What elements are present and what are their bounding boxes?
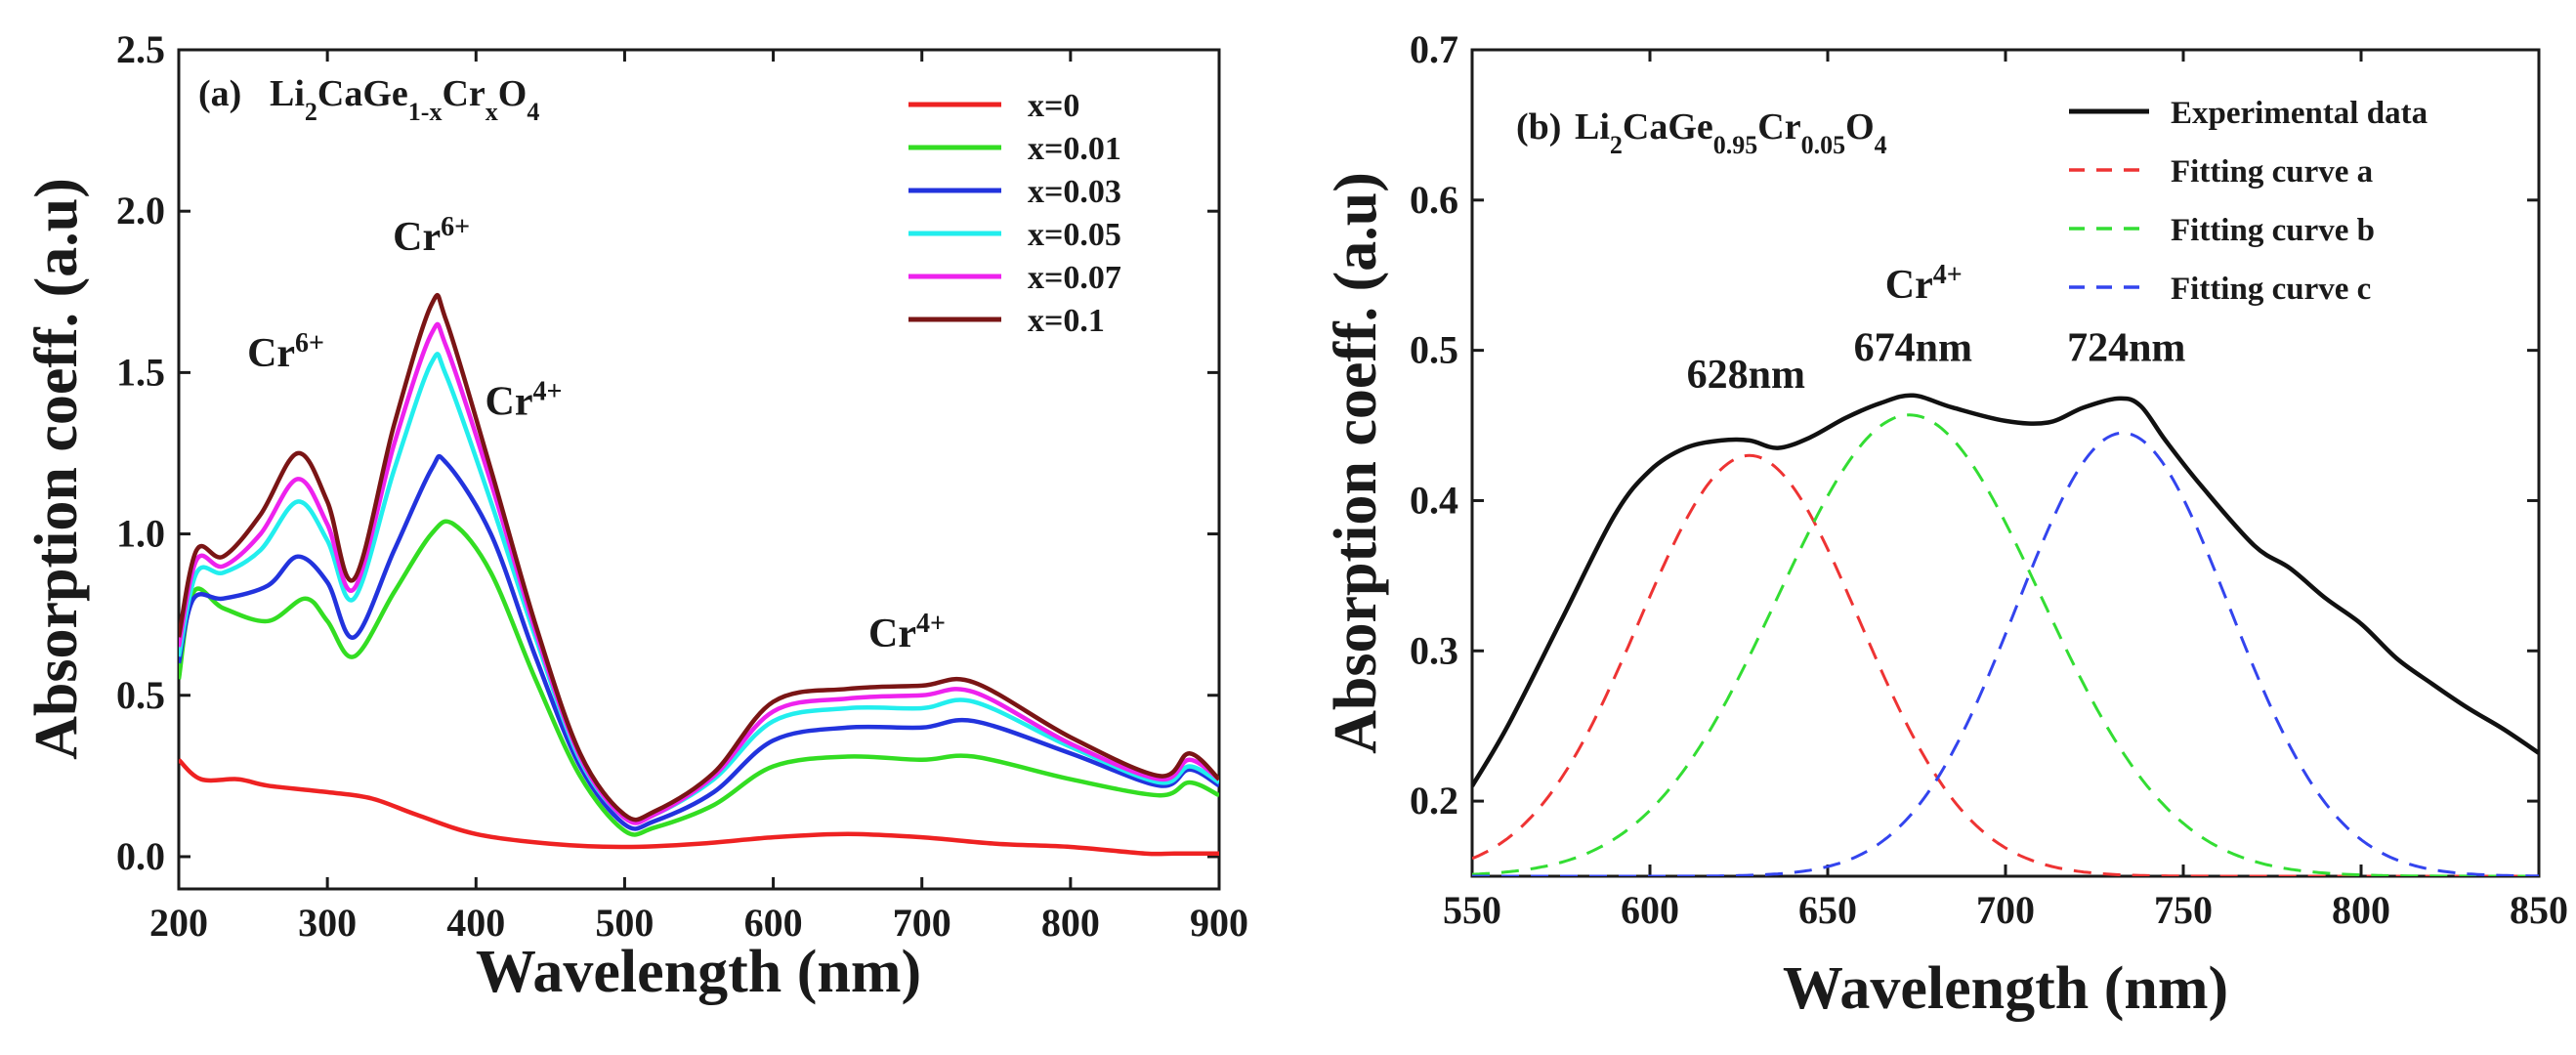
legend-entry-label: Fitting curve c (2171, 272, 2371, 307)
series-line-fitting-curve-c (1472, 431, 2539, 876)
legend-b: Experimental data Fitting curve a Fitting … (2069, 96, 2428, 307)
chart-panel-b: 550 600 650 700 750 800 8500.20.30.40.50.60.7 … (1323, 27, 2568, 1022)
chart-panel-a: 200 300 400 500 600 700 800 900 0.0 0.5 1.0 1.5 2.0 2… (23, 27, 1248, 1005)
axis-ticks-b: 550 600 650 700 750 800 850 0.2 0.3 0.4 0.5 0.6 0.7 (1410, 27, 2568, 932)
y-tick-label: 0.3 (1410, 628, 1458, 672)
series-line-x-0-03 (179, 453, 1219, 831)
legend-entry-label: x=0.1 (1028, 303, 1105, 339)
x-tick-label: 400 (446, 901, 505, 945)
y-tick-label: 0.0 (116, 834, 165, 878)
x-axis-label-b: Wavelength (nm) (1783, 955, 2228, 1022)
legend-entry-label: x=0.03 (1028, 174, 1121, 210)
y-axis-label-a: Absorption coeff. (a.u) (23, 178, 90, 760)
annotations-a: Cr6+ Cr6+ Cr4+ Cr4+ (247, 211, 946, 656)
annotations-b: 628nm 674nm 724nm Cr4+ (1687, 259, 2186, 398)
x-tick-label: 300 (298, 901, 357, 945)
legend-entry-label: x=0.07 (1028, 260, 1121, 296)
annotation-label: 724nm (2067, 325, 2185, 370)
y-tick-label: 0.2 (1410, 779, 1458, 823)
legend-entry-label: Experimental data (2171, 96, 2428, 131)
annotation-label: Cr6+ (247, 327, 324, 376)
x-tick-label: 650 (1798, 888, 1857, 932)
x-tick-label: 600 (744, 901, 803, 945)
series-line-fitting-curve-a (1472, 453, 2539, 876)
annotation-label: 674nm (1854, 325, 1972, 370)
y-tick-label: 2.5 (116, 27, 165, 71)
series-group-b (1472, 393, 2539, 876)
panel-label-a: (a) (198, 73, 241, 114)
annotation-label: 628nm (1687, 353, 1805, 398)
x-tick-label: 550 (1443, 888, 1501, 932)
x-tick-label: 700 (893, 901, 951, 945)
y-tick-label: 0.5 (116, 673, 165, 717)
legend-entry-label: x=0 (1028, 88, 1079, 124)
legend-entry-label: x=0.01 (1028, 131, 1121, 167)
annotation-label: Cr4+ (1885, 259, 1963, 308)
legend-entry-label: Fitting curve a (2171, 154, 2373, 190)
chart-title-b: Li2CaGe0.95Cr0.05O4 (1575, 106, 1887, 159)
series-group-a (179, 292, 1219, 857)
series-line-x-0 (179, 758, 1219, 857)
series-line-experimental-data (1472, 393, 2539, 787)
series-line-x-0-1 (179, 292, 1219, 823)
x-tick-label: 800 (1041, 901, 1100, 945)
series-line-x-0-07 (179, 321, 1219, 825)
annotation-label: Cr4+ (485, 376, 562, 425)
y-axis-label-b: Absorption coeff. (a.u) (1323, 172, 1389, 754)
chart-title-a: Li2CaGe1-xCrxO4 (270, 73, 539, 126)
panel-label-b: (b) (1516, 106, 1561, 148)
x-tick-label: 200 (149, 901, 208, 945)
y-tick-label: 2.0 (116, 189, 165, 232)
y-tick-label: 1.0 (116, 512, 165, 556)
legend-a: x=0 x=0.01 x=0.03 x=0.05 x=0.07 x=0.1 (908, 88, 1121, 339)
y-tick-label: 0.5 (1410, 328, 1458, 372)
x-tick-label: 900 (1190, 901, 1248, 945)
x-tick-label: 850 (2510, 888, 2568, 932)
y-tick-label: 0.4 (1410, 478, 1458, 522)
y-tick-label: 0.6 (1410, 178, 1458, 222)
annotation-label: Cr6+ (393, 211, 470, 259)
y-tick-label: 1.5 (116, 350, 165, 394)
x-tick-label: 700 (1976, 888, 2035, 932)
plot-frame-b (1470, 48, 2541, 878)
plot-frame-a (177, 48, 1221, 891)
series-line-fitting-curve-b (1472, 413, 2539, 876)
axis-ticks-a: 200 300 400 500 600 700 800 900 0.0 0.5 1.0 1.5 2.0 2… (116, 27, 1248, 945)
x-tick-label: 600 (1621, 888, 1679, 932)
y-tick-label: 0.7 (1410, 27, 1458, 71)
x-tick-label: 500 (595, 901, 654, 945)
legend-entry-label: Fitting curve b (2171, 213, 2375, 248)
x-tick-label: 800 (2332, 888, 2390, 932)
x-axis-label-a: Wavelength (nm) (476, 939, 921, 1005)
annotation-label: Cr4+ (868, 609, 946, 657)
series-line-x-0-01 (179, 519, 1219, 837)
legend-entry-label: x=0.05 (1028, 217, 1121, 253)
x-tick-label: 750 (2154, 888, 2213, 932)
